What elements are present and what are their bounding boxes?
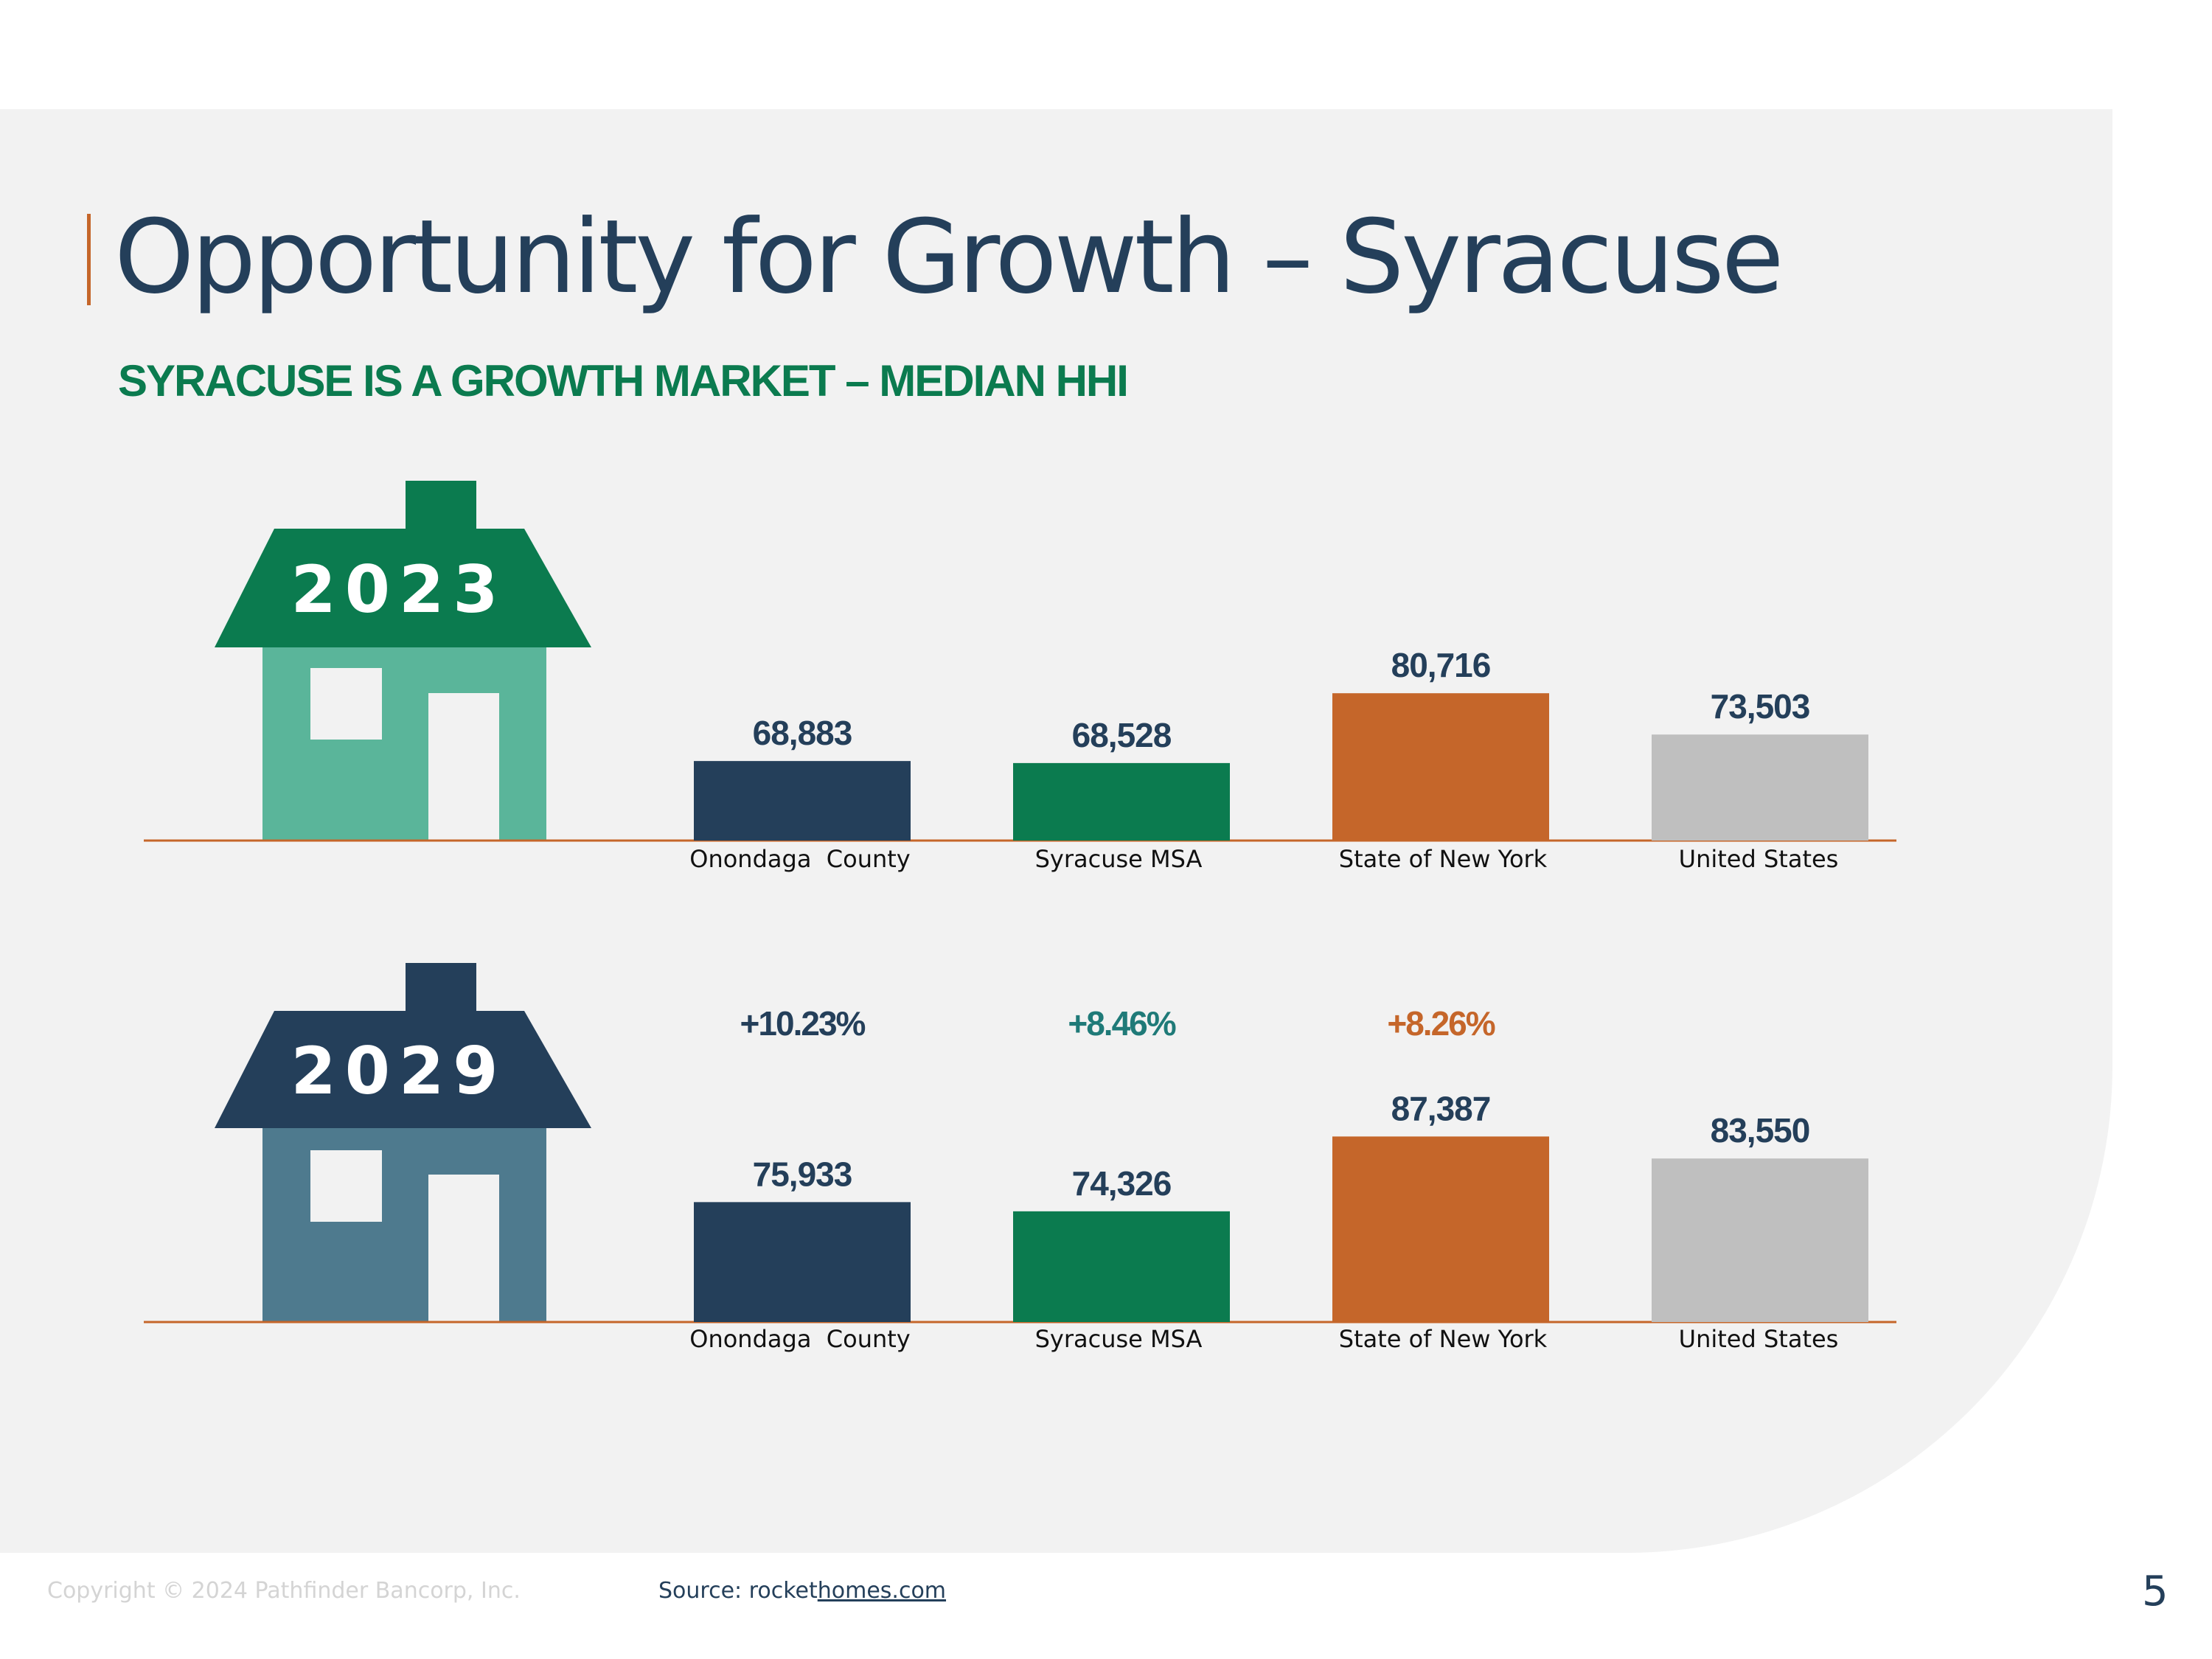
value-label-syracuse-msa-2023: 68,528 xyxy=(1072,716,1172,754)
house-chimney xyxy=(406,481,476,532)
growth-label-syracuse-msa: +8.46% xyxy=(1068,1004,1175,1043)
value-label-state-of-new-york-2023: 80,716 xyxy=(1391,646,1491,684)
category-label-onondaga-county: Onondaga County xyxy=(689,845,910,873)
bar-united-states-2023 xyxy=(1652,734,1868,841)
house-body xyxy=(262,647,546,841)
house-year-label: 2029 xyxy=(291,1033,507,1109)
category-label-syracuse-msa: Syracuse MSA xyxy=(1035,1325,1203,1353)
source-prefix: Source: rocket xyxy=(658,1578,818,1604)
growth-label-onondaga-county: +10.23% xyxy=(740,1004,866,1043)
category-label-united-states: United States xyxy=(1679,1325,1839,1353)
bar-united-states-2029 xyxy=(1652,1158,1868,1322)
house-chimney xyxy=(406,963,476,1015)
category-label-onondaga-county: Onondaga County xyxy=(689,1325,910,1353)
category-label-state-of-new-york: State of New York xyxy=(1339,1325,1548,1353)
house-door xyxy=(428,1175,499,1322)
bar-syracuse-msa-2029 xyxy=(1013,1211,1230,1322)
page-title: Opportunity for Growth – Syracuse xyxy=(114,198,1784,316)
source-note: Source: rockethomes.com xyxy=(658,1578,946,1604)
house-door xyxy=(428,693,499,841)
value-label-state-of-new-york-2029: 87,387 xyxy=(1391,1089,1491,1127)
copyright-text: Copyright © 2024 Pathfinder Bancorp, Inc… xyxy=(47,1578,521,1604)
house-window xyxy=(310,668,382,740)
bar-syracuse-msa-2023 xyxy=(1013,762,1230,841)
bar-onondaga-county-2023 xyxy=(694,761,911,841)
house-window xyxy=(310,1150,382,1222)
bar-onondaga-county-2029 xyxy=(694,1202,911,1322)
page-number: 5 xyxy=(2142,1568,2168,1615)
house-roof xyxy=(215,529,591,647)
house-year-label: 2023 xyxy=(291,552,507,627)
growth-label-state-of-new-york: +8.26% xyxy=(1387,1004,1495,1043)
source-link[interactable]: homes.com xyxy=(817,1578,947,1604)
value-label-onondaga-county-2023: 68,883 xyxy=(753,714,852,752)
house-roof xyxy=(215,1011,591,1128)
category-label-state-of-new-york: State of New York xyxy=(1339,845,1548,873)
house-2023-icon: 2023 xyxy=(215,481,591,841)
house-body xyxy=(262,1128,546,1322)
page-subtitle: SYRACUSE IS A GROWTH MARKET – MEDIAN HHI xyxy=(118,356,1129,406)
value-label-united-states-2023: 73,503 xyxy=(1711,687,1810,726)
house-2029-icon: 2029 xyxy=(215,963,591,1322)
title-accent-bar xyxy=(87,214,91,305)
category-label-syracuse-msa: Syracuse MSA xyxy=(1035,845,1203,873)
value-label-syracuse-msa-2029: 74,326 xyxy=(1072,1164,1172,1203)
value-label-onondaga-county-2029: 75,933 xyxy=(753,1155,852,1193)
bar-state-of-new-york-2023 xyxy=(1332,693,1549,841)
category-label-united-states: United States xyxy=(1679,845,1839,873)
value-label-united-states-2029: 83,550 xyxy=(1711,1111,1810,1150)
bar-state-of-new-york-2029 xyxy=(1332,1136,1549,1322)
